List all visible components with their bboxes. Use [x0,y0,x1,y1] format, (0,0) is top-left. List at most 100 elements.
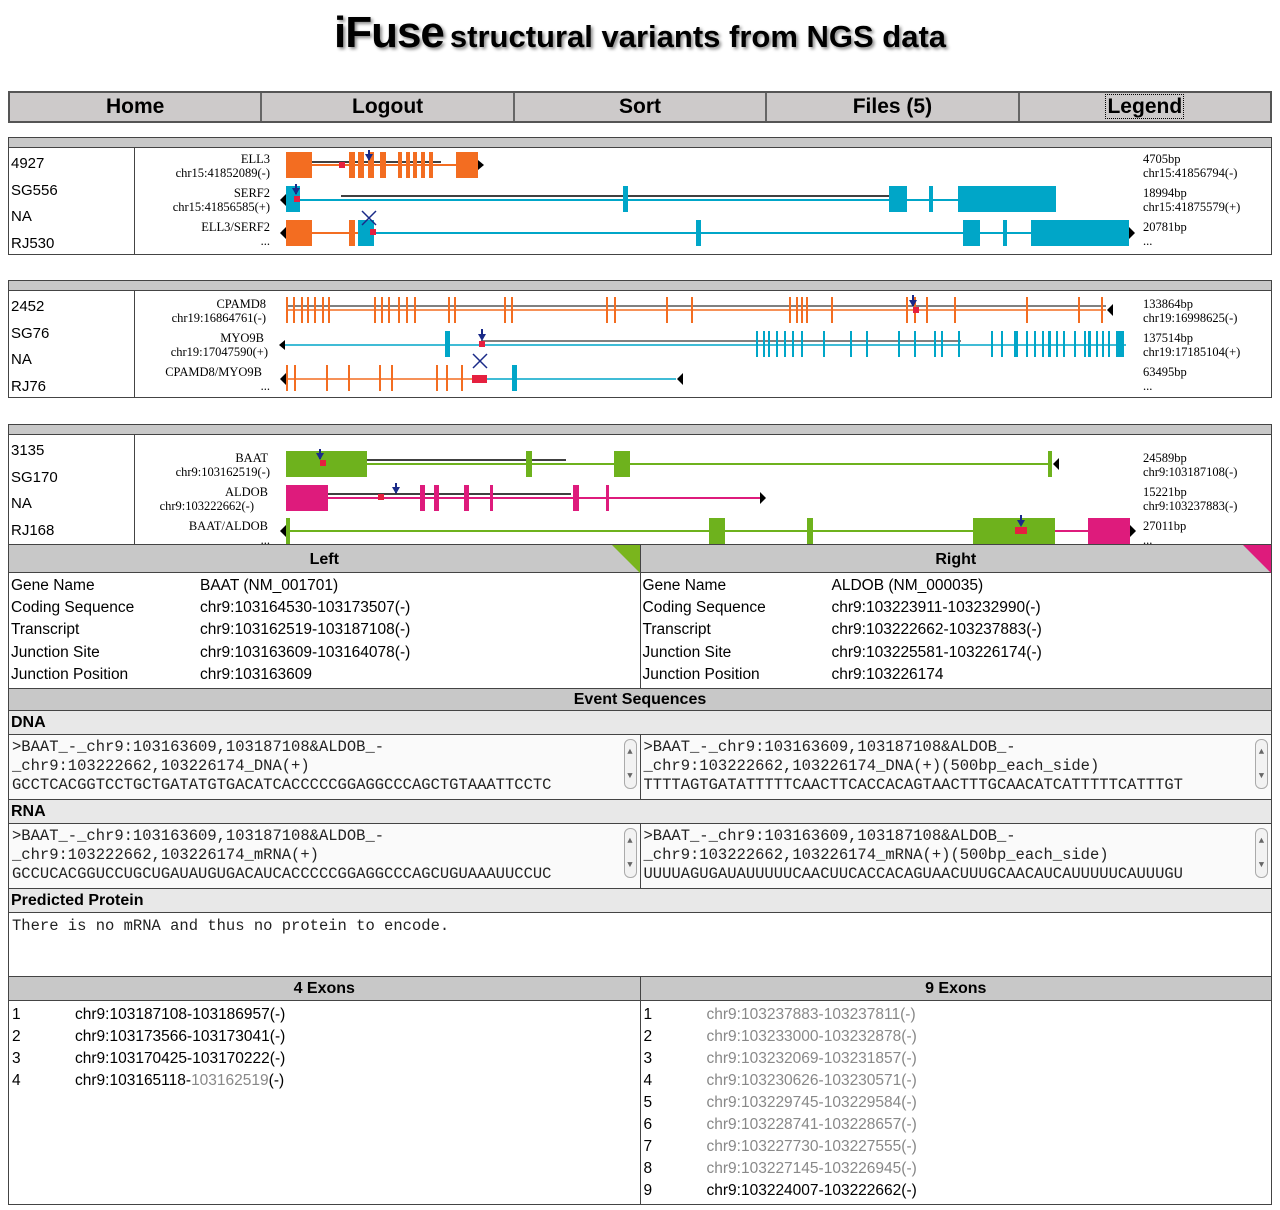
right-header-label: Right [935,551,977,568]
seq-line: UUUUAGUGAUAUUUUUCAACUUCACCACAGUAACUUUGCA… [643,865,1184,884]
exon-row: 4 chr9:103230626-103230571(-) [641,1070,1272,1092]
exon-range: chr9:103165118-103162519(-) [75,1070,284,1092]
exon-number: 9 [643,1182,653,1200]
fusion-size: 20781bp [1143,220,1187,234]
right-gene-coord: chr15:41856585(+) [173,200,270,214]
nav-home-button[interactable]: Home [10,93,263,121]
event-ids: 4927 SG556 NA RJ530 [9,148,135,254]
left-gene-coord: chr9:103162519(-) [176,465,270,479]
seq-line: >BAAT_-_chr9:103163609,103187108&ALDOB_- [643,738,1016,757]
right-header: Right [640,545,1271,573]
exon-coord-excluded: chr9:103227730-103227555(-) [706,1138,917,1156]
info-value: chr9:103222662-103237883(-) [831,621,1042,639]
exon-row: 3 chr9:103170425-103170222(-) [9,1048,640,1070]
right-gene-name: ALDOB [225,485,268,499]
fusion-event-1[interactable]: 4927 SG556 NA RJ530 ELL3 chr15:41852089(… [8,137,1272,255]
seq-line: _chr9:103222662,103226174_mRNA(+) [12,846,319,865]
right-gene-track: ALDOB chr9:103222662(-) [160,483,766,513]
nav-files-button[interactable]: Files (5) [767,93,1020,121]
sample-id: SG556 [11,181,58,199]
exon-coord: chr9:103173566-103173041(-) [75,1028,286,1046]
na-id: NA [11,208,32,225]
brand-title: iFuse [333,8,445,57]
info-value: BAAT (NM_001701) [200,577,339,594]
seq-line: GCCTCACGGTCCTGCTGATATGTGACATCACCCCCGGAGG… [12,776,552,795]
fusion-event-3[interactable]: 3135 SG170 NA RJ168 BAAT chr9:103162519(… [8,424,1272,544]
nav-sort-button[interactable]: Sort [514,93,768,121]
exon-coord: chr9:103165118- [75,1072,192,1090]
dna-sequences: >BAAT_-_chr9:103163609,103187108&ALDOB_-… [9,735,1271,801]
fusion-size-more: ... [1143,533,1152,544]
left-gene-coord: chr19:16864761(-) [172,311,266,325]
exon-range: chr9:103170425-103170222(-) [75,1048,285,1070]
left-gene-info: Gene Name BAAT (NM_001701) Coding Sequenc… [9,573,641,689]
right-gene-info: Gene Name ALDOB (NM_000035) Coding Sequen… [641,573,1272,688]
exon-number: 4 [12,1072,21,1090]
event-id: 4927 [11,155,45,172]
dna-left-textarea[interactable]: >BAAT_-_chr9:103163609,103187108&ALDOB_-… [9,735,641,800]
exon-coord-excluded: chr9:103228741-103228657(-) [706,1116,917,1134]
exon-number: 5 [643,1094,653,1112]
seq-line: >BAAT_-_chr9:103163609,103187108&ALDOB_- [643,827,1016,846]
info-key: Transcript [11,621,80,639]
exon-row: 7 chr9:103227730-103227555(-) [641,1136,1272,1158]
exon-row: 3 chr9:103232069-103231857(-) [641,1048,1272,1070]
nav-legend-button[interactable]: Legend [1019,93,1271,121]
fusion-size: 63495bp [1143,365,1187,379]
left-gene-coord: chr15:41852089(-) [176,166,270,180]
scrollbar[interactable]: ▲ ▼ [1255,828,1268,879]
info-value: chr9:103223911-103232990(-) [831,599,1041,617]
dna-label: DNA [9,711,1271,736]
gene-sizes: 133864bp chr19:16998625(-) 137514bp chr1… [1143,297,1240,393]
gene-sizes: 24589bp chr9:103187108(-) 15221bp chr9:1… [1143,451,1237,544]
seq-line: TTTTAGTGATATTTTTCAACTTCACCACAGTAACTTTGCA… [643,776,1184,795]
nav-sort-label: Sort [619,95,662,118]
scrollbar[interactable]: ▲ ▼ [1255,739,1268,790]
info-value: ALDOB (NM_000035) [831,577,984,594]
exon-coord-excluded: chr9:103230626-103230571(-) [706,1072,917,1090]
sample-id: SG170 [11,468,58,486]
dna-right-textarea[interactable]: >BAAT_-_chr9:103163609,103187108&ALDOB_-… [640,735,1271,800]
scrollbar[interactable]: ▲ ▼ [623,739,637,790]
right-gene-size: 15221bp [1143,485,1187,499]
exon-coord-excluded: chr9:103232069-103231857(-) [706,1050,917,1068]
exon-row: 2 chr9:103233000-103232878(-) [641,1026,1272,1048]
fusion-diagram: BAAT chr9:103162519(-) ALDOB chr9:103222… [160,449,1237,544]
exon-number: 4 [643,1072,653,1090]
info-key: Junction Position [642,665,760,683]
exon-number: 2 [643,1028,653,1046]
predicted-protein-text[interactable]: There is no mRNA and thus no protein to … [9,913,1271,978]
exon-coord: chr9:103170425-103170222(-) [75,1050,286,1068]
left-gene-end: chr9:103187108(-) [1143,465,1237,479]
info-key: Gene Name [642,577,727,594]
exon-number: 1 [12,1006,21,1024]
event-header [9,425,1271,435]
fusion-diagram: ELL3 chr15:41852089(-) SERF2 chr15:41856… [173,150,1240,248]
info-value: chr9:103225581-103226174(-) [831,643,1042,661]
fusion-track: BAAT/ALDOB ... [189,515,1136,544]
exon-row: 8 chr9:103227145-103226945(-) [641,1158,1272,1180]
info-key: Coding Sequence [642,599,766,617]
nav-legend-label: Legend [1105,94,1185,119]
exon-coord-excluded: chr9:103233000-103232878(-) [706,1028,917,1046]
exon-number: 7 [643,1138,653,1156]
right-gene-coord: chr9:103222662(-) [160,499,254,513]
scrollbar[interactable]: ▲ ▼ [623,828,637,879]
nav-logout-button[interactable]: Logout [262,93,515,121]
fusion-name: ELL3/SERF2 [201,220,270,234]
exon-row: 4 chr9:103165118-103162519(-) [9,1070,640,1092]
info-key: Transcript [642,621,711,639]
seq-line: _chr9:103222662,103226174_DNA(+) [12,757,310,776]
right-gene-size: 137514bp [1143,331,1193,345]
fusion-name: CPAMD8/MYO9B [165,365,262,379]
exon-range: chr9:103173566-103173041(-) [75,1026,285,1048]
exon-row: 9 chr9:103224007-103222662(-) [641,1180,1272,1202]
exon-row: 1 chr9:103237883-103237811(-) [641,1004,1272,1026]
rna-right-textarea[interactable]: >BAAT_-_chr9:103163609,103187108&ALDOB_-… [640,824,1271,889]
right-gene-track: SERF2 chr15:41856585(+) [173,184,1056,214]
seq-line: _chr9:103222662,103226174_mRNA(+)(500bp_… [643,846,1109,865]
right-gene-coord: chr19:17047590(+) [171,345,268,359]
fusion-event-2[interactable]: 2452 SG76 NA RJ76 CPAMD8 chr19:16864761(… [8,280,1272,398]
rna-left-textarea[interactable]: >BAAT_-_chr9:103163609,103187108&ALDOB_-… [9,824,641,889]
exon-coord: chr9:103224007-103222662(-) [706,1182,917,1200]
